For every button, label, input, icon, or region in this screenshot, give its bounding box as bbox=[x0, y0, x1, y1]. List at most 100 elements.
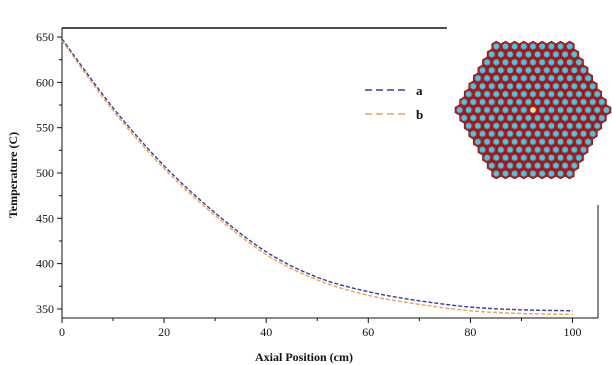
lattice-cell bbox=[539, 43, 546, 50]
lattice-cell bbox=[502, 43, 509, 50]
lattice-cell bbox=[552, 98, 560, 106]
lattice-cell bbox=[543, 82, 550, 90]
lattice-cell bbox=[479, 114, 486, 122]
lattice-cell bbox=[566, 90, 573, 98]
lattice-cell bbox=[534, 82, 541, 90]
lattice-cell bbox=[580, 98, 587, 106]
lattice-cell bbox=[529, 43, 537, 50]
lattice-cell bbox=[566, 170, 573, 177]
y-tick-label: 450 bbox=[36, 211, 54, 225]
lattice-cell bbox=[575, 106, 583, 114]
lattice-cell bbox=[483, 154, 491, 161]
lattice-cell bbox=[511, 170, 518, 177]
lattice-cell bbox=[557, 59, 564, 66]
lattice-cell bbox=[552, 162, 560, 169]
lattice-cell bbox=[548, 154, 555, 161]
lattice-cell bbox=[575, 59, 583, 66]
lattice-cell bbox=[543, 98, 550, 106]
lattice-cell bbox=[575, 154, 583, 161]
lattice-cell bbox=[598, 114, 605, 122]
lattice-cell bbox=[506, 98, 514, 106]
lattice-cell bbox=[520, 170, 527, 177]
lattice-cell bbox=[571, 67, 578, 74]
lattice-cell bbox=[488, 82, 495, 90]
lattice-cell bbox=[543, 51, 550, 58]
lattice-cell bbox=[497, 82, 505, 90]
lattice-cell bbox=[483, 138, 491, 146]
series-line-a bbox=[61, 38, 573, 312]
lattice-cell bbox=[561, 98, 569, 106]
lattice-cell bbox=[571, 162, 578, 169]
lattice-cell bbox=[516, 130, 523, 138]
lattice-cell bbox=[534, 146, 541, 154]
lattice-cell bbox=[557, 170, 564, 177]
lattice-cell bbox=[548, 122, 555, 130]
lattice-cell bbox=[520, 43, 527, 50]
lattice-cell bbox=[571, 146, 578, 154]
lattice-cell bbox=[566, 154, 573, 161]
lattice-cell bbox=[580, 130, 587, 138]
lattice-cell bbox=[483, 106, 491, 114]
x-tick-label: 40 bbox=[260, 325, 272, 339]
lattice-cell bbox=[534, 67, 541, 74]
lattice-cell bbox=[520, 59, 527, 66]
lattice-cell bbox=[511, 43, 518, 50]
lattice-cell bbox=[483, 90, 491, 98]
lattice-cell bbox=[552, 146, 560, 154]
lattice-cell bbox=[493, 59, 500, 66]
lattice-cell bbox=[516, 98, 523, 106]
lattice-cell bbox=[493, 43, 500, 50]
lattice-cell bbox=[548, 106, 555, 114]
lattice-cell bbox=[483, 122, 491, 130]
lattice-cell bbox=[516, 67, 523, 74]
lattice-cell bbox=[539, 74, 546, 82]
lattice-cell bbox=[497, 162, 505, 169]
lattice-cell bbox=[543, 162, 550, 169]
lattice-cell bbox=[497, 114, 505, 122]
lattice-cell bbox=[520, 74, 527, 82]
lattice-cell bbox=[493, 154, 500, 161]
lattice-cell bbox=[502, 138, 509, 146]
lattice-cell bbox=[525, 130, 532, 138]
lattice-cell bbox=[571, 114, 578, 122]
lattice-cell bbox=[502, 74, 509, 82]
lattice-cell bbox=[589, 114, 596, 122]
lattice-cell bbox=[506, 146, 514, 154]
lattice-cell bbox=[548, 74, 555, 82]
lattice-cell bbox=[557, 90, 564, 98]
lattice-cell bbox=[456, 106, 463, 114]
lattice-cell bbox=[525, 67, 532, 74]
lattice-cell bbox=[465, 90, 472, 98]
lattice-cell bbox=[502, 106, 509, 114]
x-axis-title: Axial Position (cm) bbox=[255, 350, 353, 364]
lattice-cell bbox=[571, 130, 578, 138]
lattice-cell bbox=[516, 114, 523, 122]
lattice-cell bbox=[566, 106, 573, 114]
lattice-cell bbox=[493, 74, 500, 82]
lattice-cell bbox=[534, 51, 541, 58]
lattice-cell bbox=[575, 74, 583, 82]
lattice-cell bbox=[479, 67, 486, 74]
lattice-cell bbox=[561, 67, 569, 74]
lattice-cell bbox=[594, 122, 601, 130]
lattice-cell bbox=[594, 106, 601, 114]
lattice-cell bbox=[461, 114, 468, 122]
lattice-cell bbox=[479, 82, 486, 90]
lattice-cell bbox=[575, 122, 583, 130]
lattice-cell bbox=[543, 67, 550, 74]
lattice-cell bbox=[497, 67, 505, 74]
lattice-cell bbox=[561, 130, 569, 138]
lattice-cell bbox=[488, 114, 495, 122]
lattice-cell bbox=[506, 67, 514, 74]
lattice-cell bbox=[534, 162, 541, 169]
lattice-cell bbox=[474, 90, 482, 98]
lattice-cell bbox=[470, 98, 477, 106]
lattice-cell bbox=[539, 138, 546, 146]
lattice-cell bbox=[566, 74, 573, 82]
lattice-cell bbox=[474, 122, 482, 130]
lattice-cell bbox=[575, 138, 583, 146]
legend-label-a: a bbox=[416, 83, 423, 98]
lattice-cell bbox=[603, 106, 610, 114]
lattice-cell bbox=[534, 130, 541, 138]
lattice-cell bbox=[561, 162, 569, 169]
